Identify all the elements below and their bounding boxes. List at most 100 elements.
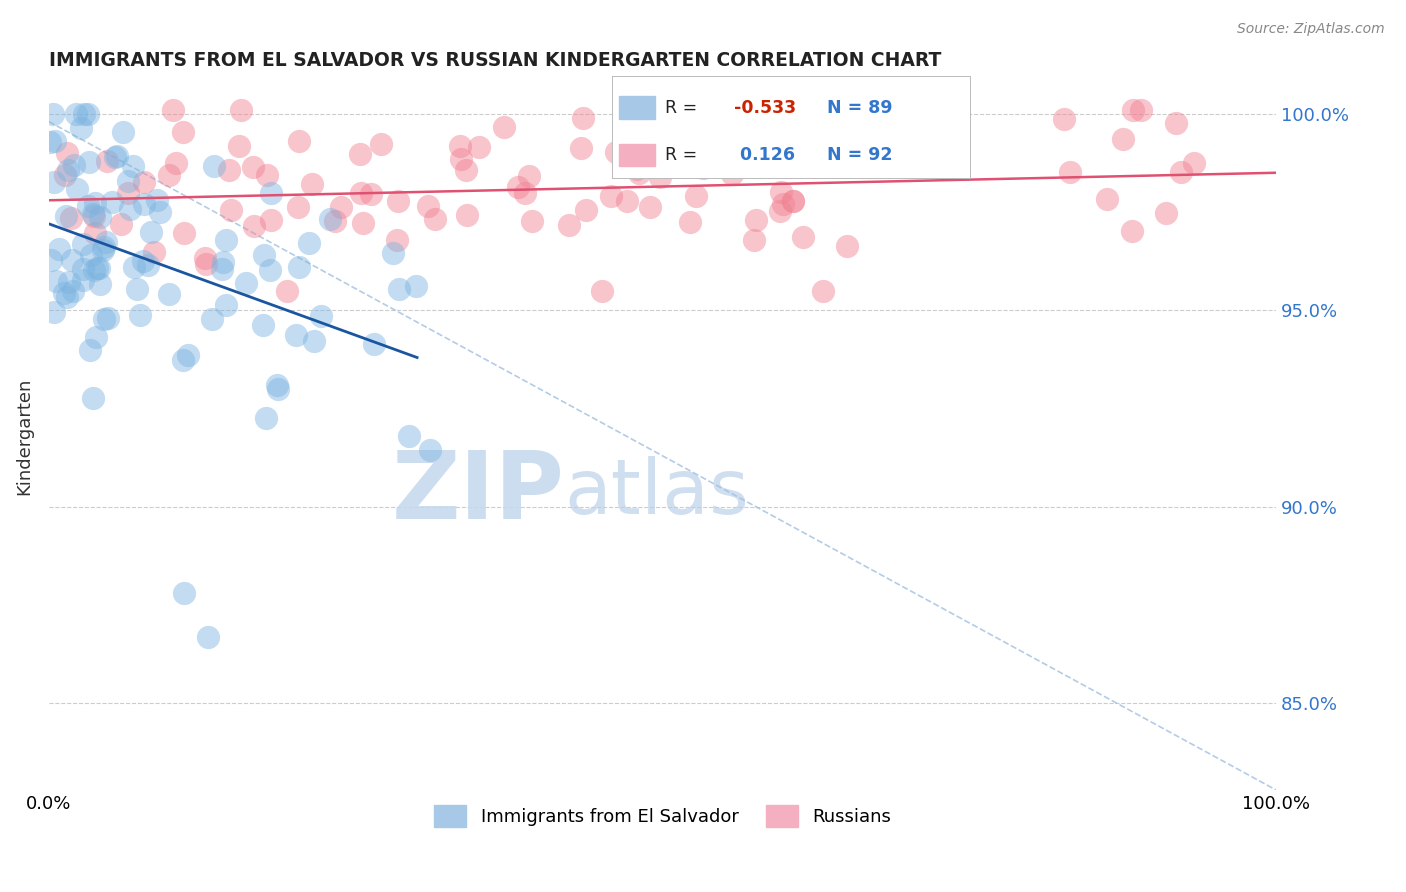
Point: [288, 260, 311, 275]
Point: [650, 170, 672, 185]
Point: [626, 161, 648, 176]
Point: [173, 586, 195, 600]
Point: [79, 155, 101, 169]
Point: [72, 236, 94, 251]
Point: [55, 145, 77, 160]
Point: [685, 188, 707, 202]
Point: [125, 282, 148, 296]
Point: [329, 200, 352, 214]
Point: [84, 226, 107, 240]
Point: [138, 258, 160, 272]
Point: [89, 211, 111, 225]
Point: [616, 194, 638, 209]
Point: [515, 186, 537, 200]
Point: [837, 239, 859, 253]
Point: [276, 284, 298, 298]
Point: [122, 260, 145, 275]
Point: [105, 149, 128, 163]
Point: [260, 186, 283, 201]
Point: [55, 290, 77, 304]
Point: [1095, 192, 1118, 206]
Point: [39, 253, 62, 268]
Point: [157, 168, 180, 182]
Point: [591, 284, 613, 298]
Point: [62, 284, 84, 298]
Point: [1164, 116, 1187, 130]
Point: [387, 194, 409, 209]
Point: [82, 206, 104, 220]
Point: [55, 209, 77, 223]
Point: [45, 274, 67, 288]
Point: [456, 163, 478, 178]
Point: [1121, 224, 1143, 238]
Point: [157, 287, 180, 301]
Point: [141, 225, 163, 239]
Point: [44, 134, 66, 148]
Point: [769, 204, 792, 219]
Point: [1154, 206, 1177, 220]
Point: [218, 163, 240, 178]
Point: [73, 107, 96, 121]
Point: [558, 218, 581, 232]
Point: [242, 160, 264, 174]
Point: [96, 310, 118, 325]
Point: [165, 156, 187, 170]
Point: [131, 253, 153, 268]
Point: [260, 213, 283, 227]
Point: [287, 201, 309, 215]
Point: [142, 244, 165, 259]
Point: [177, 348, 200, 362]
Point: [83, 209, 105, 223]
Point: [323, 213, 346, 227]
Point: [93, 243, 115, 257]
Point: [1170, 165, 1192, 179]
Point: [72, 261, 94, 276]
Point: [212, 255, 235, 269]
Point: [450, 152, 472, 166]
Point: [721, 167, 744, 181]
Point: [302, 334, 325, 348]
Point: [419, 443, 441, 458]
Point: [456, 208, 478, 222]
Point: [211, 262, 233, 277]
Point: [350, 186, 373, 201]
Point: [100, 194, 122, 209]
Point: [121, 159, 143, 173]
Point: [253, 248, 276, 262]
Point: [679, 215, 702, 229]
Point: [132, 197, 155, 211]
Point: [228, 139, 250, 153]
Point: [243, 219, 266, 234]
Point: [63, 158, 86, 172]
Point: [93, 240, 115, 254]
Point: [229, 103, 252, 117]
Point: [638, 200, 661, 214]
Point: [385, 233, 408, 247]
Point: [60, 252, 83, 267]
Point: [1112, 132, 1135, 146]
Point: [58, 163, 80, 178]
Point: [370, 137, 392, 152]
Text: N = 92: N = 92: [827, 145, 893, 164]
Point: [48, 242, 70, 256]
Point: [352, 216, 374, 230]
Text: atlas: atlas: [564, 456, 749, 530]
Point: [94, 235, 117, 250]
Point: [309, 310, 332, 324]
Point: [254, 410, 277, 425]
Point: [612, 156, 634, 170]
Point: [772, 197, 794, 211]
Point: [79, 343, 101, 357]
Point: [838, 127, 860, 141]
Point: [77, 107, 100, 121]
Text: N = 89: N = 89: [827, 99, 893, 117]
Point: [77, 199, 100, 213]
Point: [1059, 165, 1081, 179]
Point: [112, 125, 135, 139]
Point: [96, 154, 118, 169]
Point: [1122, 103, 1144, 118]
Point: [363, 336, 385, 351]
FancyBboxPatch shape: [619, 96, 655, 119]
Point: [202, 159, 225, 173]
Point: [450, 138, 472, 153]
